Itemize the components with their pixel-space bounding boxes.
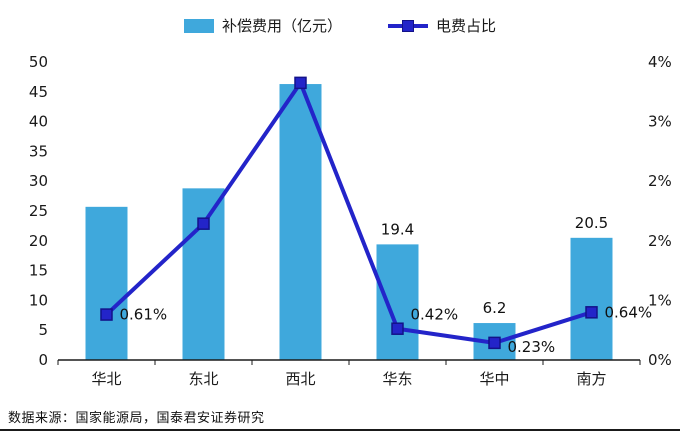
legend: 补偿费用（亿元） 电费占比	[0, 15, 680, 36]
left-axis-tick: 15	[29, 262, 48, 280]
bar	[85, 206, 128, 360]
bottom-divider	[0, 429, 680, 431]
left-axis-tick: 35	[29, 142, 48, 160]
left-axis-tick: 40	[29, 113, 48, 131]
x-axis-label: 东北	[188, 370, 218, 388]
x-axis-label: 西北	[285, 370, 315, 388]
left-axis-tick: 45	[29, 83, 48, 101]
legend-item-bar: 补偿费用（亿元）	[183, 15, 342, 36]
line-marker	[391, 322, 404, 335]
left-axis-tick: 25	[29, 202, 48, 220]
left-axis-tick: 50	[29, 53, 48, 71]
line-data-label: 0.61%	[120, 306, 168, 324]
data-source-note: 数据来源：国家能源局，国泰君安证券研究	[8, 411, 265, 426]
left-axis-tick: 20	[29, 232, 48, 250]
right-axis-tick: 2%	[648, 172, 672, 190]
right-axis-tick: 0%	[648, 351, 672, 369]
x-axis-label: 华北	[91, 370, 121, 388]
line-data-label: 0.64%	[605, 303, 653, 321]
right-axis-tick: 2%	[648, 232, 672, 250]
left-axis-tick: 5	[38, 321, 48, 339]
legend-line-label: 电费占比	[436, 17, 497, 35]
left-axis-tick: 30	[29, 172, 48, 190]
bar	[182, 188, 225, 360]
line-marker	[585, 306, 598, 319]
bar	[376, 244, 419, 360]
legend-item-line: 电费占比	[388, 15, 496, 36]
line-data-label: 0.23%	[508, 338, 556, 356]
bar	[279, 84, 322, 360]
bar	[570, 237, 613, 360]
line-marker-icon	[388, 19, 428, 33]
line-marker	[488, 336, 501, 350]
legend-bar-label: 补偿费用（亿元）	[221, 17, 342, 35]
bar-data-label: 20.5	[575, 214, 608, 232]
line-data-label: 0.42%	[411, 306, 459, 324]
line-marker	[197, 217, 210, 230]
line-series	[105, 80, 593, 345]
bar-swatch-icon	[183, 18, 214, 33]
right-axis-tick: 1%	[648, 291, 672, 309]
x-axis-label: 华东	[382, 370, 412, 388]
right-axis-tick: 4%	[648, 53, 672, 71]
bar-data-label: 6.2	[483, 299, 507, 317]
x-axis-label: 南方	[576, 370, 606, 388]
left-axis-tick: 10	[29, 291, 48, 309]
line-marker	[294, 76, 307, 90]
left-axis-tick: 0	[38, 351, 48, 369]
right-axis-tick: 3%	[648, 113, 672, 131]
bar-data-label: 19.4	[381, 220, 414, 238]
x-axis-label: 华中	[479, 370, 509, 388]
line-marker	[100, 308, 113, 321]
